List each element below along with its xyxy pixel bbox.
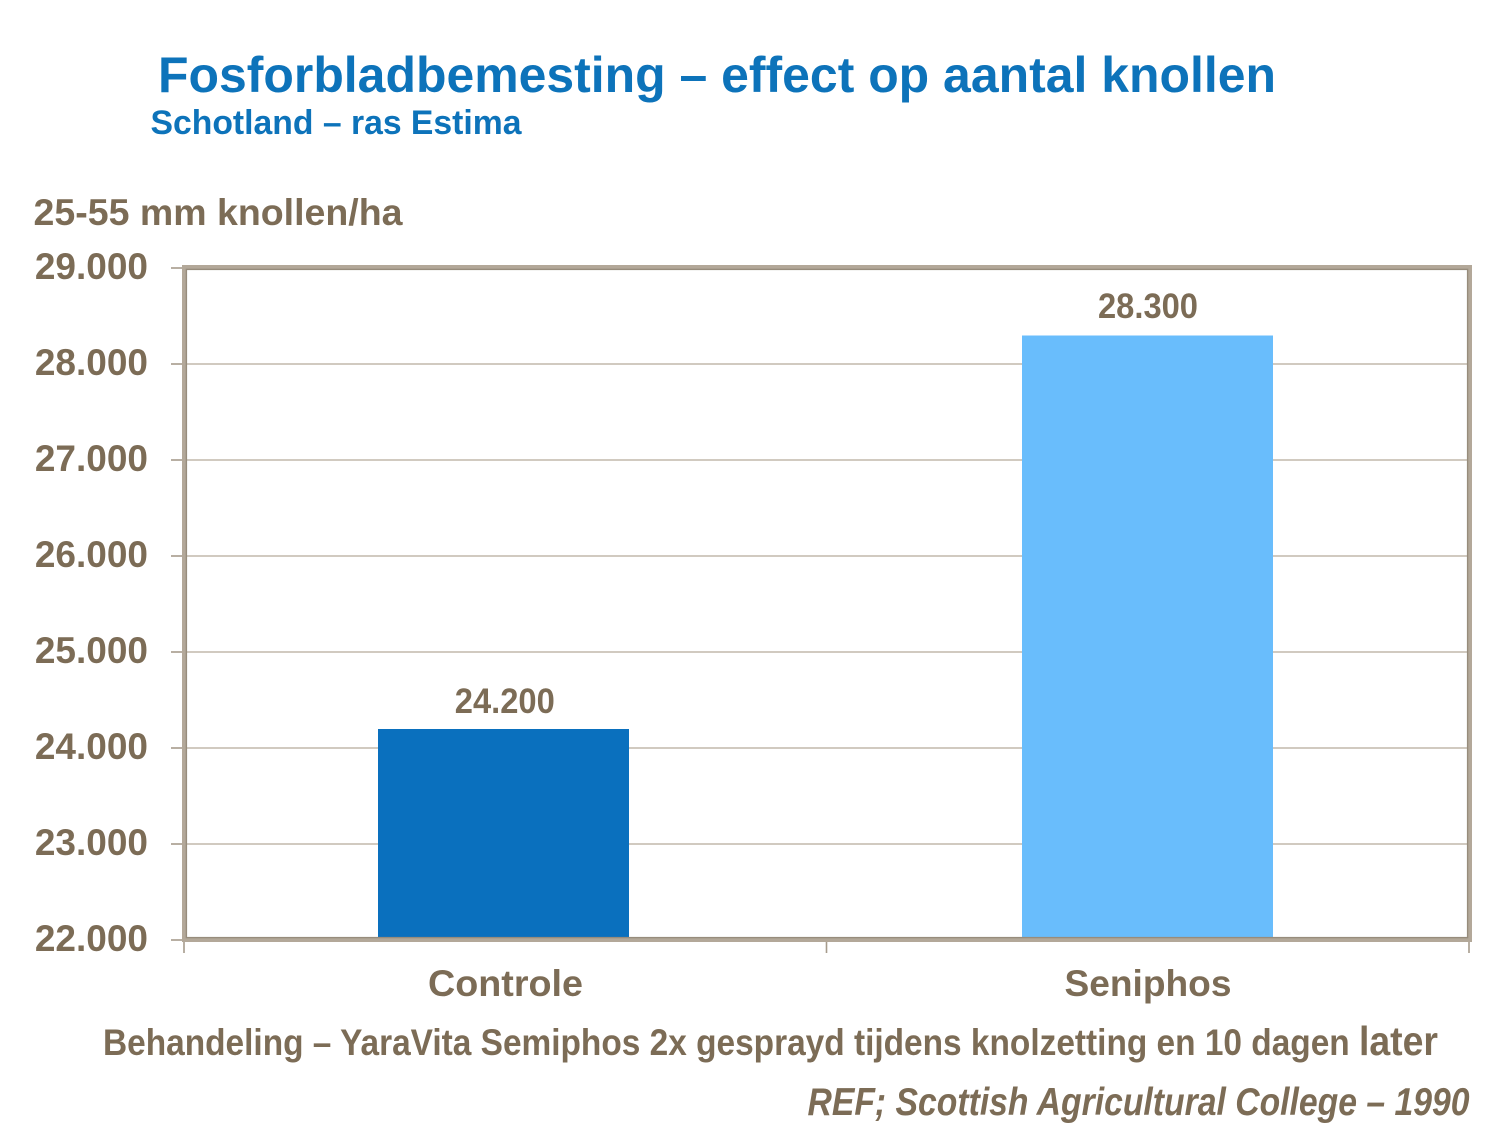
svg-text:26.000: 26.000 xyxy=(35,534,148,575)
svg-text:Behandeling – YaraVita Semipho: Behandeling – YaraVita Semiphos 2x gespr… xyxy=(103,1018,1438,1064)
svg-text:29.000: 29.000 xyxy=(35,246,148,287)
svg-text:24.200: 24.200 xyxy=(455,682,555,721)
svg-text:25.000: 25.000 xyxy=(35,630,148,671)
svg-text:28.000: 28.000 xyxy=(35,342,148,383)
svg-text:Fosforbladbemesting – effect o: Fosforbladbemesting – effect op aantal k… xyxy=(158,47,1276,103)
svg-text:Controle: Controle xyxy=(428,963,583,1004)
svg-text:27.000: 27.000 xyxy=(35,438,148,479)
svg-text:28.300: 28.300 xyxy=(1098,287,1198,326)
svg-text:23.000: 23.000 xyxy=(35,822,148,863)
svg-text:25-55 mm knollen/ha: 25-55 mm knollen/ha xyxy=(34,192,403,233)
svg-text:Schotland – ras Estima: Schotland – ras Estima xyxy=(151,104,523,142)
svg-text:24.000: 24.000 xyxy=(35,726,148,767)
svg-text:Seniphos: Seniphos xyxy=(1065,963,1232,1004)
svg-text:22.000: 22.000 xyxy=(35,918,148,959)
svg-text:REF; Scottish Agricultural Col: REF; Scottish Agricultural College – 199… xyxy=(808,1081,1470,1124)
